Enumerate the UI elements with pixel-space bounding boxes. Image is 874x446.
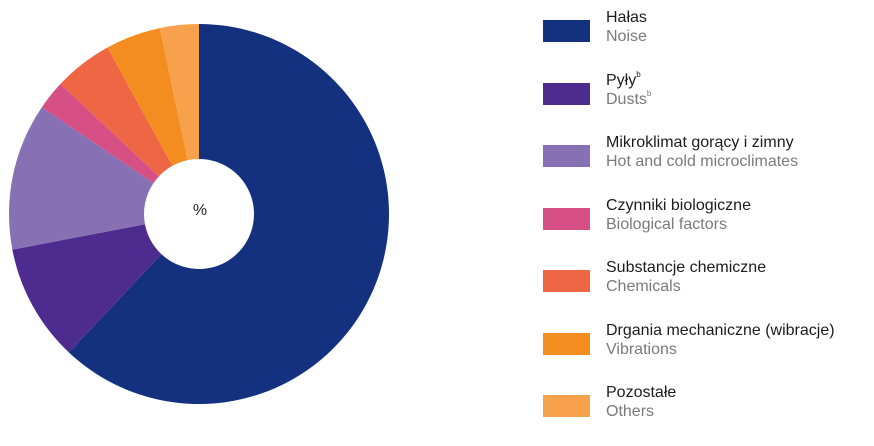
legend-swatch [543,207,590,230]
donut-chart [9,24,390,404]
legend-swatch [543,145,590,167]
legend-swatch [543,20,590,42]
legend-text: Pozostałe Others [606,383,676,421]
legend-label-pl: Pyłyb [606,69,641,89]
footnote-marker: b [636,69,641,79]
legend-text: Drgania mechaniczne (wibracje) Vibrations [606,321,835,359]
pie-slice-noise [68,24,390,404]
legend-label-pl: Pozostałe [606,384,677,401]
legend-label-en: Biological factors [606,215,727,233]
pie-slice-dusts [12,224,162,353]
legend-label-pl: Substancje chemiczne [606,259,767,276]
legend-text: Pyłyb Dustsb [606,69,652,109]
legend-label-en: Vibrations [606,340,677,358]
legend-text: Czynniki biologiczne Biological factors [606,196,751,234]
legend-text: Hałas Noise [606,8,647,46]
legend-label-en: Others [606,403,655,420]
legend-label-en: Noise [606,28,647,45]
legend-label-pl: Mikroklimat gorący i zimny [606,134,794,151]
legend-swatch [543,395,590,417]
legend-label-pl: Czynniki biologiczne [606,196,751,214]
pie-slice-chemicals [60,47,173,177]
legend-label-en: Chemicals [606,278,681,295]
legend-label-pl: Drgania mechaniczne (wibracje) [606,321,835,339]
pie-slice-others [159,24,199,161]
pie-slice-hot-and-cold-microclimates [9,107,154,250]
legend-label-en: Dustsb [606,88,652,108]
pie-slice-biological-factors [41,83,159,184]
legend-label-pl: Hałas [606,9,647,26]
legend-swatch [543,270,590,292]
legend-text: Mikroklimat gorący i zimny Hot and cold m… [606,133,798,171]
legend-label-en: Hot and cold microclimates [606,153,799,170]
pie-slice-vibrations [107,28,188,166]
center-label: % [192,202,208,219]
legend-swatch [543,82,590,105]
legend-swatch [543,332,590,355]
legend-text: Substancje chemiczne Chemicals [606,258,766,296]
footnote-marker: b [646,88,652,98]
